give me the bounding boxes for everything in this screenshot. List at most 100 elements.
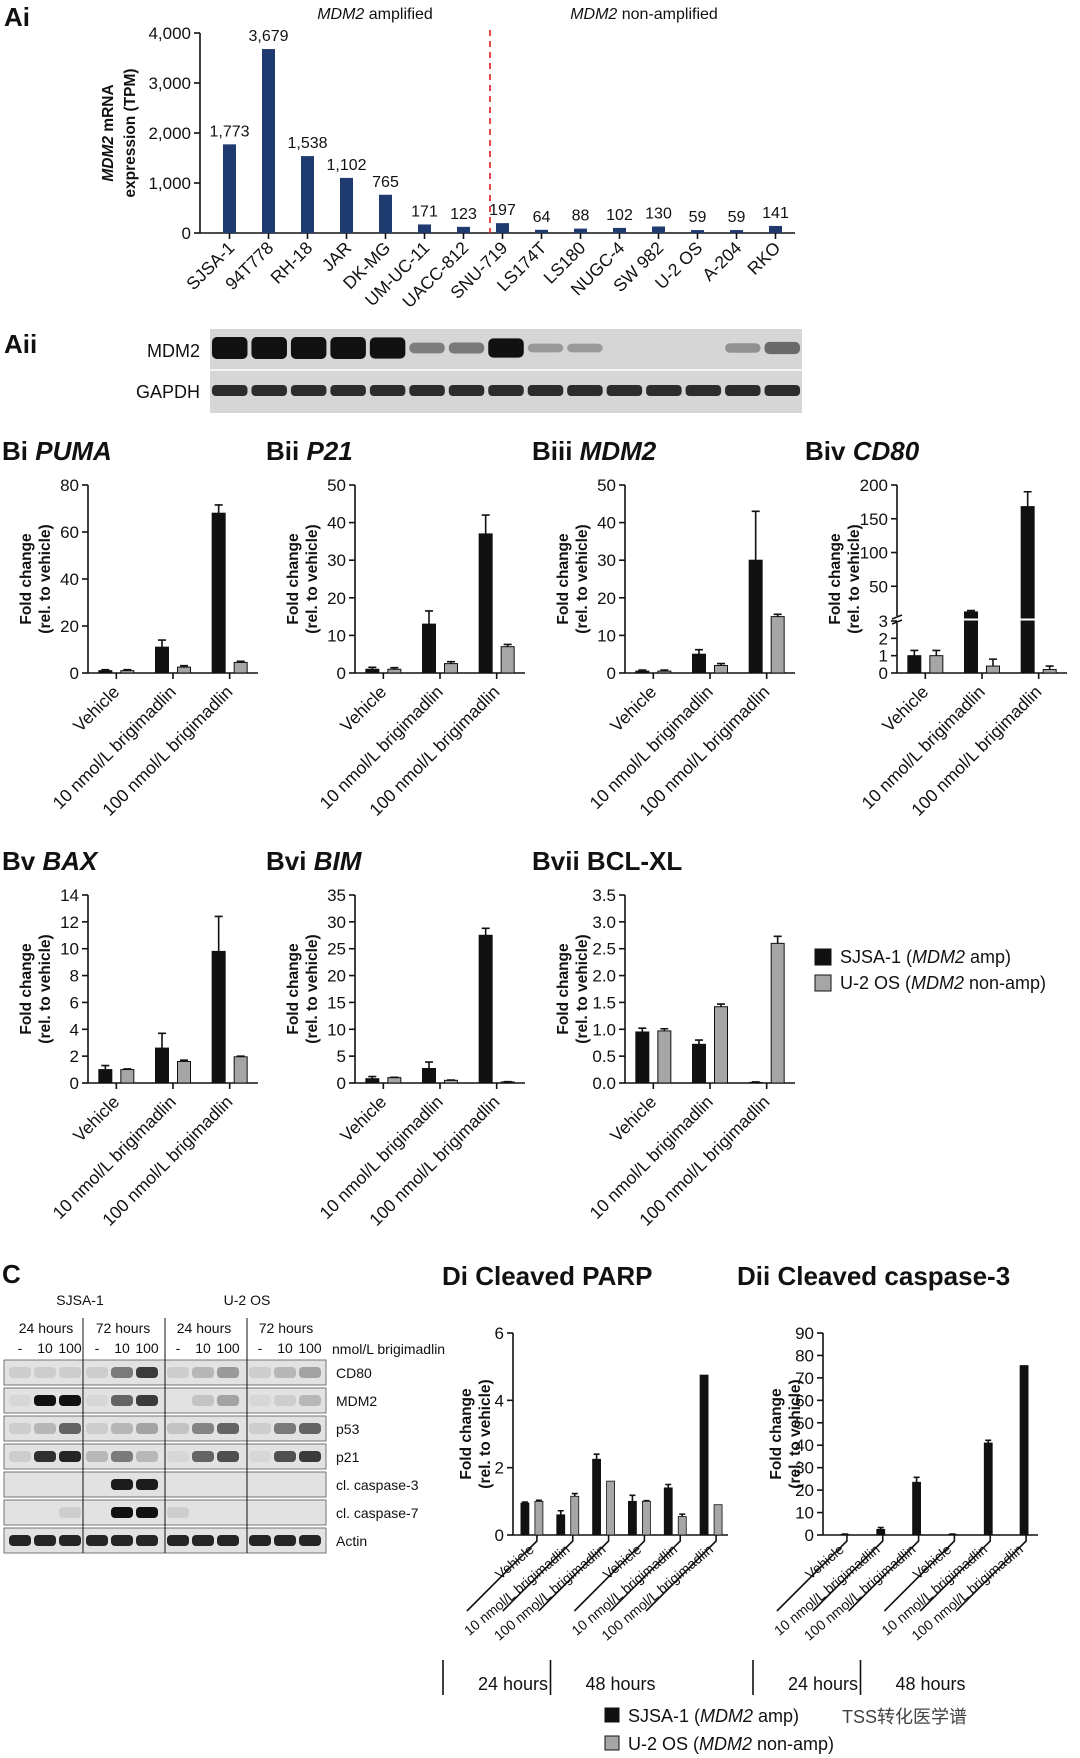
biv-panel-label: Biv CD80 (805, 436, 920, 466)
biv-bar (1042, 669, 1057, 674)
bi-ylabel-line2: (rel. to vehicle) (37, 524, 54, 633)
aii-mdm2-band (725, 343, 761, 353)
ai-bar (496, 223, 509, 233)
c-blot-band (136, 1423, 158, 1434)
legend-entry-part: U-2 OS ( (840, 973, 911, 993)
c-blot-band (167, 1535, 189, 1546)
c-blot-band (9, 1423, 31, 1434)
c-dose-label: - (176, 1340, 181, 1356)
bv-panel-label-part: Bv (2, 846, 42, 876)
c-dose-label: 10 (277, 1340, 293, 1356)
dii-ytick-label: 70 (795, 1369, 814, 1388)
bi-bar (177, 666, 191, 674)
c-blot-band (86, 1535, 108, 1546)
dii-error-bar (913, 1476, 920, 1483)
ai-category-label: RKO (743, 238, 784, 279)
ai-ytick-label: 0 (182, 224, 191, 243)
dii-ytick-label: 10 (795, 1504, 814, 1523)
bi-panel-label-part: PUMA (35, 436, 112, 466)
c-blot-band (299, 1451, 321, 1462)
c-blot-band (217, 1451, 239, 1462)
aii-mdm2-band (330, 337, 366, 359)
bvii-ytick-label: 1.0 (592, 1020, 616, 1039)
bv-error-bar (236, 1055, 245, 1057)
c-blot-band (111, 1535, 133, 1546)
dii-category-connector (919, 1535, 992, 1612)
c-row-label: p21 (336, 1449, 360, 1465)
biii-ytick-label: 10 (597, 626, 616, 645)
c-blot-band (167, 1367, 189, 1378)
bi-bar (233, 661, 248, 674)
biv-axis-break (891, 614, 903, 625)
bi-panel-label-part: Bi (2, 436, 35, 466)
di-error-bar (629, 1494, 636, 1502)
bv-error-bar (158, 1032, 166, 1049)
bv-panel-label: Bv BAX (2, 846, 99, 876)
dii-bar (912, 1481, 921, 1536)
aii-gapdh-band (685, 385, 722, 396)
bi-error-bar (214, 504, 223, 514)
ai-ytick-label: 2,000 (148, 124, 191, 143)
di-bar (642, 1500, 651, 1536)
c-dose-label: - (18, 1340, 23, 1356)
biii-error-bar (717, 662, 725, 666)
dii-bar (876, 1528, 886, 1536)
di-ylabel-line2: (rel. to vehicle) (477, 1379, 494, 1488)
aii-mdm2-band (409, 342, 445, 354)
di-bar (556, 1514, 566, 1536)
biv-ytick-label: 1 (879, 647, 888, 666)
ai-ytick-label: 3,000 (148, 74, 191, 93)
biv-ytick-label: 100 (860, 544, 888, 563)
bvii-bar (692, 1043, 706, 1084)
bi-panel-label: Bi PUMA (2, 436, 112, 466)
ai-value-label: 1,538 (287, 135, 327, 152)
bvi-ytick-label: 10 (327, 1020, 346, 1039)
bii-panel-label-part: P21 (306, 436, 352, 466)
ai-value-label: 130 (645, 206, 672, 223)
bv-ylabel-line1: Fold change (18, 943, 35, 1035)
ai-value-label: 197 (489, 202, 516, 219)
aii-mdm2-band (369, 337, 406, 359)
ai-ylabel-line1-part: mRNA (100, 84, 117, 136)
bv-ylabel-group: Fold change (rel. to vehicle) (18, 934, 54, 1043)
aii-gapdh-band (646, 385, 682, 396)
biv-bar-lower (964, 620, 978, 674)
c-blot-band (274, 1367, 296, 1378)
legend-d-entry-part: amp) (753, 1706, 799, 1726)
dii-category-connector (812, 1535, 884, 1612)
dii-group-label: 48 hours (895, 1674, 965, 1694)
bii-error-bar (390, 666, 399, 670)
c-blot-band (299, 1535, 321, 1546)
c-blot-band (274, 1535, 296, 1546)
bv-error-bar (180, 1059, 188, 1062)
biv-category-label: Vehicle (878, 682, 932, 736)
bv-error-bar (214, 915, 223, 952)
ai-group-nonamplified: MDM2 non-amplified (570, 6, 718, 23)
biv-ylabel-group: Fold change (rel. to vehicle) (827, 524, 863, 633)
bv-panel-label-part: BAX (42, 846, 99, 876)
dii-ytick-label: 0 (805, 1526, 814, 1545)
c-blot-band (192, 1423, 214, 1434)
bii-ylabel-line1: Fold change (285, 533, 302, 625)
ai-group-amplified-part: amplified (364, 6, 432, 23)
ai-bar (730, 230, 743, 233)
c-dose-caption: nmol/L brigimadlin (332, 1341, 445, 1357)
dii-category-connector (883, 1535, 956, 1612)
c-blot-band (136, 1479, 158, 1490)
biii-bar (770, 616, 785, 674)
biv-error-bar (932, 649, 941, 656)
biii-error-bar (638, 669, 647, 672)
c-time-label: 72 hours (259, 1320, 313, 1336)
c-blot-band (34, 1423, 56, 1434)
c-row-label: MDM2 (336, 1393, 377, 1409)
ai-bar (457, 226, 470, 233)
dii-ytick-label: 90 (795, 1324, 814, 1343)
ai-bar (613, 227, 626, 233)
biv-ytick-label: 150 (860, 510, 888, 529)
aii-mdm2-band (764, 341, 801, 355)
aii-mdm2-band (527, 343, 564, 353)
dii-ylabel-line1: Fold change (768, 1388, 785, 1480)
c-dose-label: 10 (114, 1340, 130, 1356)
legend-d-entry-part: non-amp) (752, 1734, 834, 1754)
biii-bar (714, 664, 728, 674)
